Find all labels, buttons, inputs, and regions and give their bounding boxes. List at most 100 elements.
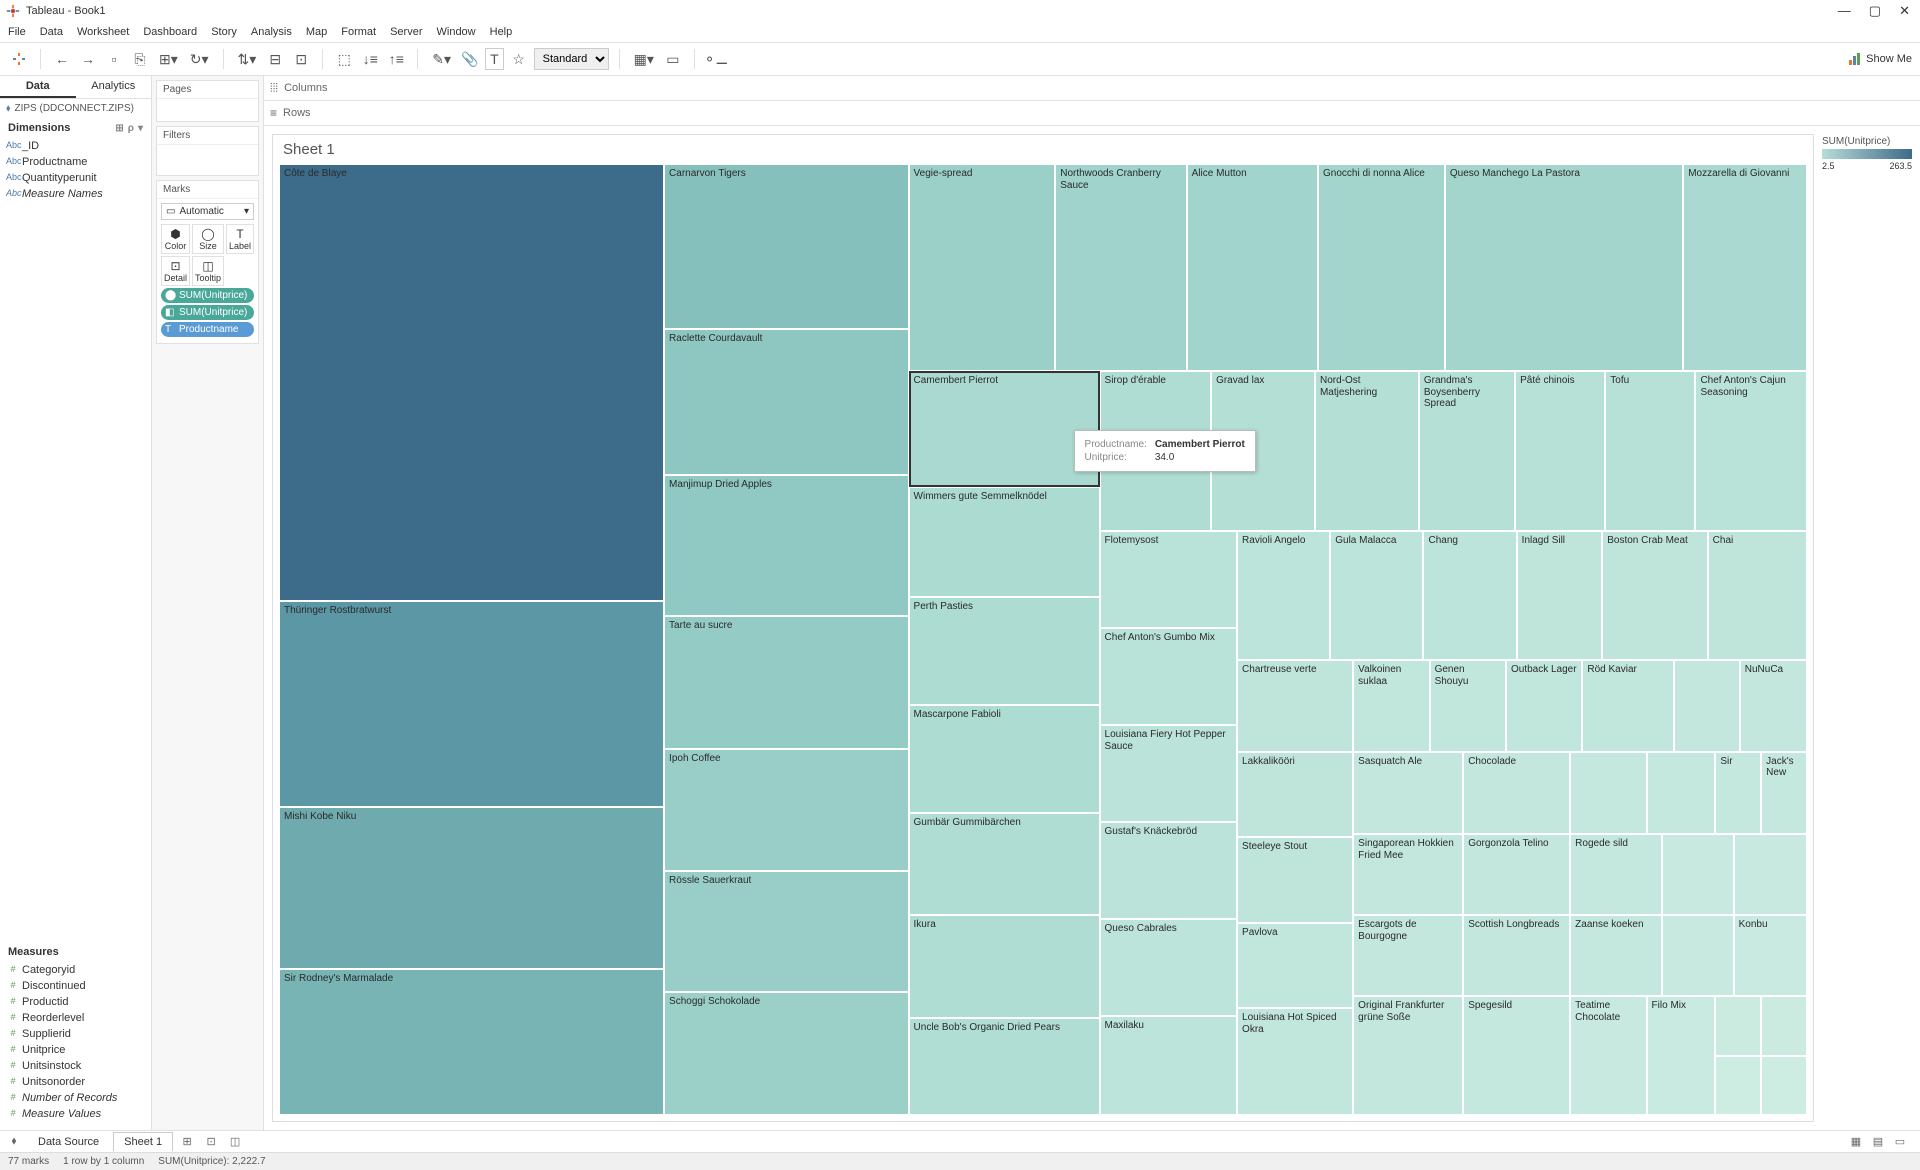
filters-card[interactable]: Filters xyxy=(156,126,259,176)
menu-worksheet[interactable]: Worksheet xyxy=(77,26,129,38)
treemap-cell[interactable]: Flotemysost xyxy=(1100,531,1238,628)
treemap-cell[interactable] xyxy=(1715,1056,1761,1115)
treemap-cell[interactable]: Pâté chinois xyxy=(1515,371,1605,531)
treemap-cell[interactable]: Tarte au sucre xyxy=(664,616,908,749)
menu-map[interactable]: Map xyxy=(306,26,327,38)
treemap-cell[interactable]: Valkoinen suklaa xyxy=(1353,660,1429,751)
show-sheets-icon[interactable]: ▤ xyxy=(1868,1135,1888,1148)
treemap-cell[interactable]: Röd Kaviar xyxy=(1582,660,1674,751)
treemap-cell[interactable]: Vegie-spread xyxy=(909,164,1056,371)
treemap-cell[interactable]: Jack's New xyxy=(1761,752,1807,835)
new-worksheet-button[interactable]: ⊞▾ xyxy=(155,48,182,70)
pages-card[interactable]: Pages xyxy=(156,80,259,122)
measure-field[interactable]: #Number of Records xyxy=(4,1090,147,1106)
treemap-cell[interactable]: Louisiana Fiery Hot Pepper Sauce xyxy=(1100,725,1238,822)
back-button[interactable]: ← xyxy=(51,48,73,70)
treemap-cell[interactable]: Queso Manchego La Pastora xyxy=(1445,164,1683,371)
treemap-cell[interactable]: Scottish Longbreads xyxy=(1463,915,1570,996)
menu-file[interactable]: File xyxy=(8,26,26,38)
treemap-cell[interactable]: Ikura xyxy=(909,915,1100,1018)
measure-field[interactable]: #Reorderlevel xyxy=(4,1010,147,1026)
measure-field[interactable]: #Categoryid xyxy=(4,962,147,978)
pill[interactable]: ◧SUM(Unitprice) xyxy=(161,305,254,320)
show-tabs-icon[interactable]: ▭ xyxy=(1890,1135,1910,1148)
treemap-cell[interactable]: Outback Lager xyxy=(1506,660,1582,751)
fit-select[interactable]: Standard xyxy=(534,48,609,70)
measure-field[interactable]: #Unitprice xyxy=(4,1042,147,1058)
treemap-cell[interactable]: Chang xyxy=(1423,531,1516,660)
pin-button[interactable]: 📎 xyxy=(459,48,481,70)
color-legend[interactable]: SUM(Unitprice) 2.5263.5 xyxy=(1822,134,1912,1122)
treemap-cell[interactable]: Lakkalikööri xyxy=(1237,752,1353,838)
dimension-field[interactable]: AbcQuantityperunit xyxy=(4,170,147,186)
dimension-field[interactable]: AbcProductname xyxy=(4,154,147,170)
new-story-icon[interactable]: ◫ xyxy=(225,1135,245,1148)
treemap-cell[interactable] xyxy=(1761,1056,1807,1115)
treemap-cell[interactable]: Gorgonzola Telino xyxy=(1463,834,1570,915)
marks-detail[interactable]: ⊡Detail xyxy=(161,256,190,286)
treemap[interactable]: Filo MixTeatime ChocolateSpegesildOrigin… xyxy=(279,164,1807,1115)
save-button[interactable]: ▫ xyxy=(103,48,125,70)
treemap-cell[interactable]: Tofu xyxy=(1605,371,1695,531)
forward-button[interactable]: → xyxy=(77,48,99,70)
treemap-cell[interactable]: Gula Malacca xyxy=(1330,531,1423,660)
menu-window[interactable]: Window xyxy=(437,26,476,38)
share-button[interactable]: ⚬⚊ xyxy=(705,48,727,70)
sort-button[interactable]: ↑≡ xyxy=(385,48,407,70)
pill[interactable]: ⬤SUM(Unitprice) xyxy=(161,288,254,303)
treemap-cell[interactable]: Schoggi Schokolade xyxy=(664,992,908,1115)
treemap-cell[interactable]: Chocolade xyxy=(1463,752,1570,835)
sort-desc-button[interactable]: ↓≡ xyxy=(359,48,381,70)
sort-asc-button[interactable]: ⬚ xyxy=(333,48,355,70)
treemap-cell[interactable]: Inlagd Sill xyxy=(1517,531,1603,660)
star-button[interactable]: ☆ xyxy=(508,48,530,70)
treemap-cell[interactable]: Chef Anton's Cajun Seasoning xyxy=(1695,371,1807,531)
measure-field[interactable]: #Discontinued xyxy=(4,978,147,994)
measure-field[interactable]: #Unitsonorder xyxy=(4,1074,147,1090)
treemap-cell[interactable]: Boston Crab Meat xyxy=(1602,531,1707,660)
showme-button[interactable]: Show Me xyxy=(1848,52,1912,66)
treemap-cell[interactable]: Sir Rodney's Marmalade xyxy=(279,969,664,1115)
show-filmstrip-icon[interactable]: ▦ xyxy=(1846,1135,1866,1148)
treemap-cell[interactable] xyxy=(1662,915,1734,996)
highlight-button[interactable]: ✎▾ xyxy=(428,48,455,70)
group-button[interactable]: ⊟ xyxy=(264,48,286,70)
marks-color[interactable]: ⬢Color xyxy=(161,224,190,254)
treemap-cell[interactable]: NuNuCa xyxy=(1740,660,1807,751)
treemap-cell[interactable]: Rogede sild xyxy=(1570,834,1662,915)
label-button[interactable]: T xyxy=(485,48,504,70)
treemap-cell[interactable]: Maxilaku xyxy=(1100,1016,1238,1115)
treemap-cell[interactable]: Louisiana Hot Spiced Okra xyxy=(1237,1008,1353,1115)
menu-data[interactable]: Data xyxy=(40,26,63,38)
measure-field[interactable]: #Supplierid xyxy=(4,1026,147,1042)
columns-shelf[interactable]: ⦙⦙⦙ Columns xyxy=(264,76,1920,101)
treemap-cell[interactable]: Pavlova xyxy=(1237,923,1353,1009)
minimize-button[interactable]: — xyxy=(1838,3,1851,19)
treemap-cell[interactable]: Ipoh Coffee xyxy=(664,749,908,871)
treemap-cell[interactable]: Wimmers gute Semmelknödel xyxy=(909,487,1100,596)
treemap-cell[interactable]: Teatime Chocolate xyxy=(1570,996,1646,1115)
treemap-cell[interactable]: Uncle Bob's Organic Dried Pears xyxy=(909,1018,1100,1115)
treemap-cell[interactable]: Konbu xyxy=(1734,915,1807,996)
marks-type-select[interactable]: ▭ Automatic ▾ xyxy=(161,203,254,220)
treemap-cell[interactable] xyxy=(1761,996,1807,1055)
treemap-cell[interactable]: Filo Mix xyxy=(1647,996,1716,1115)
data-source[interactable]: ⬧ ZIPS (DDCONNECT.ZIPS) xyxy=(0,99,151,118)
treemap-cell[interactable]: Escargots de Bourgogne xyxy=(1353,915,1463,996)
tab-analytics[interactable]: Analytics xyxy=(76,76,152,98)
treemap-cell[interactable]: Singaporean Hokkien Fried Mee xyxy=(1353,834,1463,915)
menu-help[interactable]: Help xyxy=(490,26,513,38)
treemap-cell[interactable]: Gumbär Gummibärchen xyxy=(909,813,1100,916)
search-icon[interactable]: ρ xyxy=(128,123,134,134)
treemap-cell[interactable]: Mozzarella di Giovanni xyxy=(1683,164,1807,371)
treemap-cell[interactable]: Perth Pasties xyxy=(909,597,1100,705)
treemap-cell[interactable]: Chartreuse verte xyxy=(1237,660,1353,751)
menu-dashboard[interactable]: Dashboard xyxy=(143,26,197,38)
treemap-cell[interactable]: Chef Anton's Gumbo Mix xyxy=(1100,628,1238,725)
treemap-cell[interactable]: Rössle Sauerkraut xyxy=(664,871,908,993)
totals-button[interactable]: ⊡ xyxy=(290,48,312,70)
treemap-cell[interactable]: Mascarpone Fabioli xyxy=(909,705,1100,812)
menu-story[interactable]: Story xyxy=(211,26,237,38)
treemap-cell[interactable]: Nord-Ost Matjeshering xyxy=(1315,371,1419,531)
treemap-cell[interactable] xyxy=(1662,834,1734,915)
